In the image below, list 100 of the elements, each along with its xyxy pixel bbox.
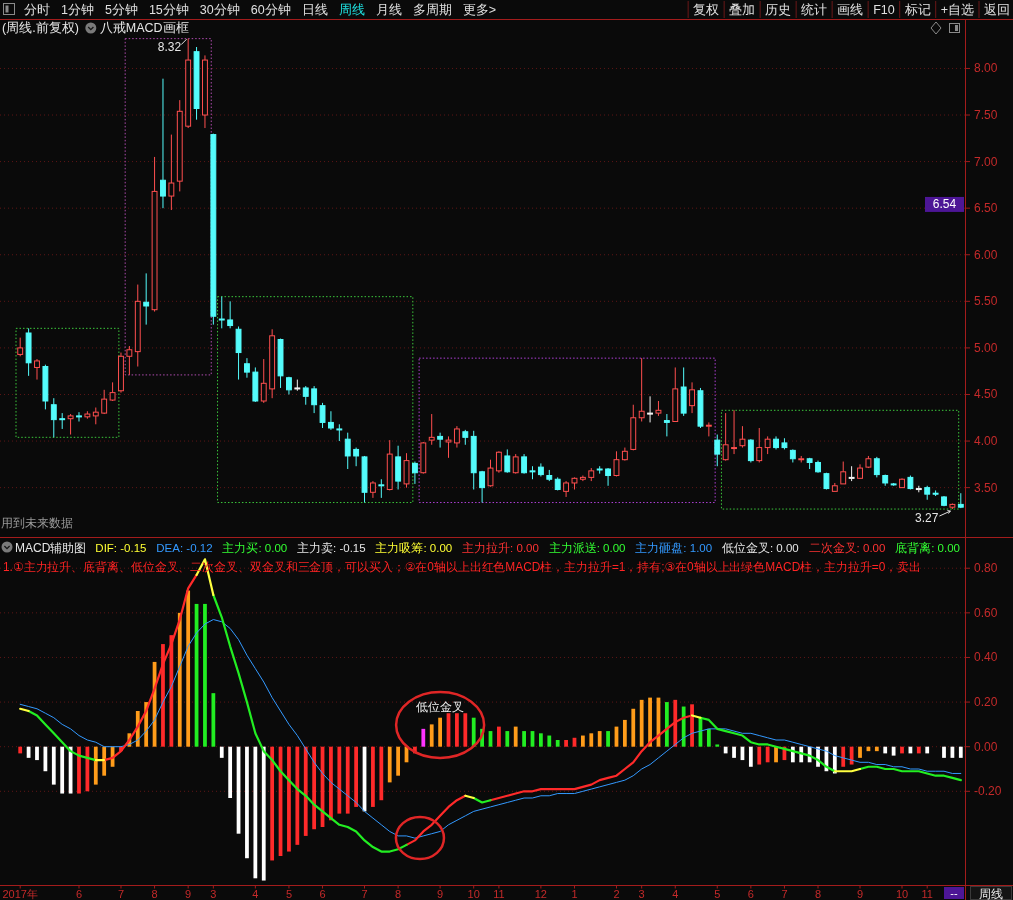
chart-title: MACD辅助图 xyxy=(15,540,87,555)
candlestick xyxy=(344,432,351,470)
bar xyxy=(463,713,468,747)
candlestick xyxy=(705,421,712,437)
text: 5分钟 xyxy=(104,3,138,17)
text: 30分钟 xyxy=(199,3,240,17)
bar xyxy=(270,746,275,861)
bar xyxy=(589,733,594,747)
bar xyxy=(497,726,501,747)
x-tick-label: 4 xyxy=(672,887,679,900)
bar xyxy=(706,728,711,747)
bar xyxy=(673,699,678,747)
y-tick-label: 0.00 xyxy=(974,739,998,754)
bar xyxy=(345,746,350,814)
annotation: DIF: -0.15 xyxy=(95,541,147,554)
candlestick xyxy=(168,134,175,211)
axis-cursor-box: -- xyxy=(944,887,964,899)
candlestick xyxy=(453,425,460,449)
bar xyxy=(337,746,342,814)
x-tick-label: 8 xyxy=(395,887,402,900)
text: 多周期 xyxy=(412,3,452,17)
bar xyxy=(102,746,107,776)
bar xyxy=(631,708,636,747)
bar xyxy=(622,719,627,747)
y-tick-label: 3.50 xyxy=(974,480,998,495)
bar xyxy=(421,728,426,747)
x-tick-label: 3 xyxy=(638,887,645,900)
candlestick xyxy=(319,402,326,429)
bar xyxy=(429,724,434,747)
bar xyxy=(774,746,778,763)
y-tick-label: -0.20 xyxy=(974,784,1002,799)
y-tick-label: 4.50 xyxy=(974,387,998,402)
x-tick-label: 9 xyxy=(185,887,192,900)
x-tick-label: 6 xyxy=(75,887,83,900)
bar xyxy=(715,744,720,747)
candlestick xyxy=(605,467,612,487)
bar xyxy=(874,746,879,752)
candlestick xyxy=(227,300,234,329)
candlestick xyxy=(411,461,418,485)
bar xyxy=(77,746,81,794)
text: +自选 xyxy=(940,3,974,17)
bar xyxy=(85,746,90,792)
candlestick xyxy=(67,413,74,436)
bar xyxy=(312,746,317,830)
bar xyxy=(958,746,963,758)
x-tick-label: 11 xyxy=(921,887,933,900)
candlestick xyxy=(873,456,880,478)
text: 月线 xyxy=(375,3,402,17)
annotation: 8.32 xyxy=(157,40,182,55)
bar xyxy=(295,746,300,845)
candlestick xyxy=(126,345,133,376)
bar xyxy=(261,746,266,881)
candlestick xyxy=(302,385,309,406)
candlestick xyxy=(17,337,24,357)
annotation: 6.54 xyxy=(932,197,957,212)
candlestick xyxy=(663,413,670,437)
bar xyxy=(18,746,23,754)
bar xyxy=(522,731,526,747)
x-tick-label: 12 xyxy=(534,887,548,900)
bar xyxy=(555,740,560,747)
bar xyxy=(648,697,652,747)
candlestick xyxy=(437,432,444,449)
annotation: 主力砸盘: 1.00 xyxy=(635,540,713,554)
bar xyxy=(757,746,762,765)
x-tick-label: 8 xyxy=(814,887,822,900)
annotation: 主力买: 0.00 xyxy=(222,540,288,554)
y-tick-label: 0.80 xyxy=(974,561,998,576)
candlestick xyxy=(143,272,150,326)
text: 统计 xyxy=(801,3,828,17)
x-tick-label: 2 xyxy=(613,887,620,900)
candlestick xyxy=(495,450,502,474)
candlestick xyxy=(101,389,108,415)
annotation: 低位金叉 xyxy=(416,701,465,713)
x-tick-label: 7 xyxy=(117,887,125,900)
candlestick xyxy=(479,470,486,504)
bar xyxy=(60,746,65,794)
text: 复权 xyxy=(693,3,720,17)
y-tick-label: 7.00 xyxy=(974,154,998,169)
annotation: 用到未来数据 xyxy=(1,516,73,530)
candlestick xyxy=(218,296,225,329)
candlestick xyxy=(613,450,620,477)
bar xyxy=(505,731,510,747)
text: F10 xyxy=(873,3,895,17)
bar xyxy=(765,746,770,763)
text: 日线 xyxy=(301,3,328,17)
y-tick-label: 0.40 xyxy=(974,650,998,665)
x-tick-label: 7 xyxy=(361,887,368,900)
candlestick xyxy=(378,478,385,499)
annotation: 底背离: 0.00 xyxy=(895,540,960,554)
candlestick xyxy=(731,409,737,455)
line-series xyxy=(19,619,962,839)
annotation: 主力卖: -0.15 xyxy=(297,540,366,554)
candlestick xyxy=(504,448,511,474)
text: 标记 xyxy=(903,3,931,17)
candlestick xyxy=(521,453,528,475)
candlestick xyxy=(487,459,494,488)
candlestick xyxy=(311,385,318,414)
bar xyxy=(287,746,291,852)
text: 周线 xyxy=(338,3,365,17)
annotation: 主力派送: 0.00 xyxy=(548,540,626,554)
